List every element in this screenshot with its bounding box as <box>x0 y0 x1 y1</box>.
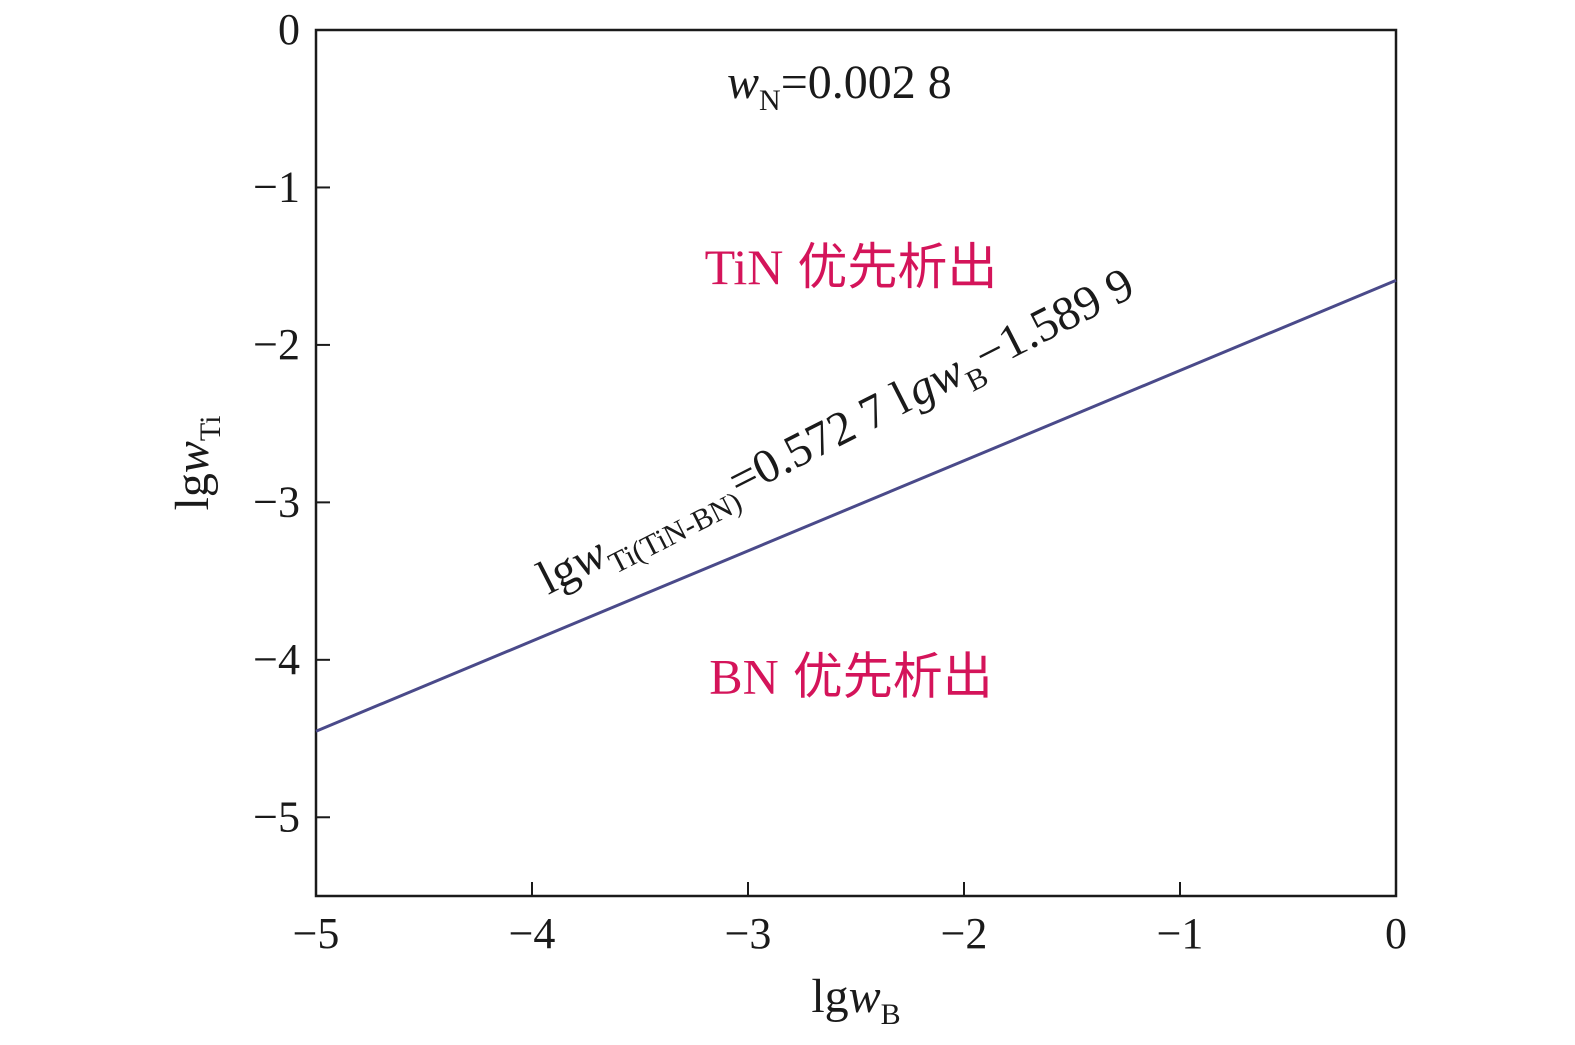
y-axis-label-main: lg <box>166 473 219 510</box>
y-tick-label: −3 <box>253 477 300 526</box>
x-axis-label: lgwB <box>811 970 900 1031</box>
y-tick-label: −2 <box>253 320 300 369</box>
annotation-wn: wN=0.002 8 <box>727 56 952 117</box>
x-tick-label: −3 <box>725 909 772 958</box>
region-text: 优先析出 <box>793 648 993 706</box>
x-tick-label: −5 <box>293 909 340 958</box>
x-tick-label: −4 <box>509 909 556 958</box>
region-text: 优先析出 <box>797 238 997 296</box>
x-tick-label: 0 <box>1385 909 1407 958</box>
x-tick-label: −1 <box>1157 909 1204 958</box>
x-axis-label-main: lg <box>811 970 848 1023</box>
plot-area <box>314 28 1398 898</box>
annotation-sub: N <box>759 84 781 117</box>
annotation-var: w <box>727 56 759 109</box>
y-tick-label: −4 <box>253 635 300 684</box>
x-tick-label: −2 <box>941 909 988 958</box>
x-axis-label-var: w <box>849 970 881 1023</box>
y-axis-label-sub: Ti <box>194 416 227 442</box>
x-axis-label-sub: B <box>881 998 901 1031</box>
y-tick-label: 0 <box>278 5 300 54</box>
y-axis-label: lgwTi <box>166 416 227 511</box>
region-label-tin: TiN 优先析出 <box>705 238 998 296</box>
region-label-bn: BN 优先析出 <box>709 648 992 706</box>
region-formula: TiN <box>705 239 784 295</box>
y-axis-label-var: w <box>166 441 219 473</box>
series-layer <box>315 278 1397 733</box>
series-line <box>315 278 1397 733</box>
region-formula: BN <box>709 649 778 705</box>
y-axis-ticks: 0 −1 −2 −3 −4 −5 <box>253 5 330 841</box>
x-axis-ticks: −5 −4 −3 −2 −1 0 <box>293 882 1407 958</box>
y-tick-label: −5 <box>253 792 300 841</box>
annotation-value: =0.002 8 <box>781 56 952 109</box>
y-tick-label: −1 <box>253 162 300 211</box>
